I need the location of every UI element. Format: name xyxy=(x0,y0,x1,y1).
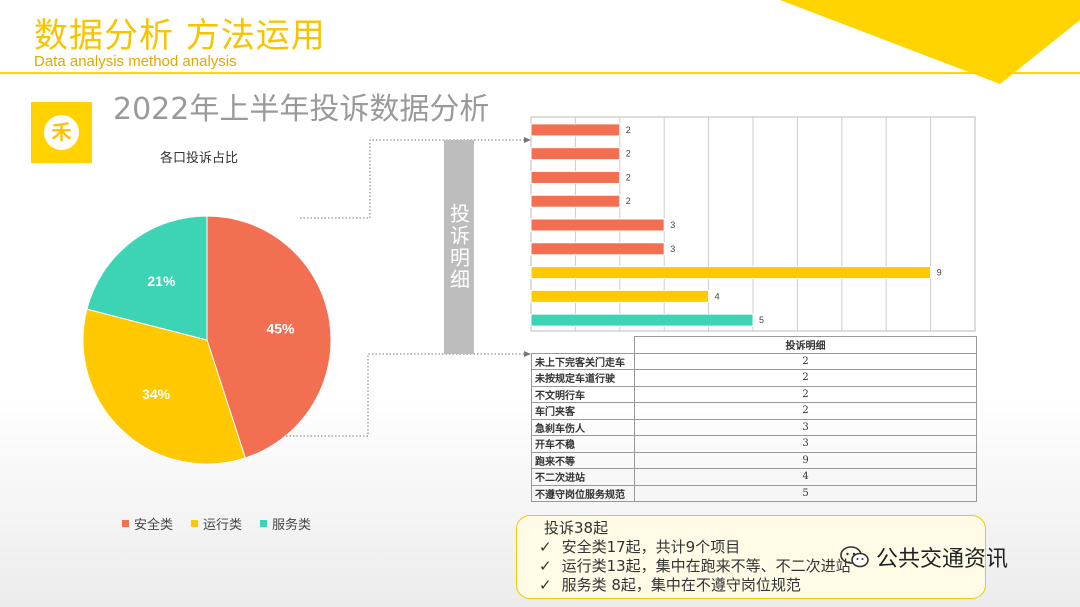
legend-swatch-operation xyxy=(191,520,199,527)
bar-value-label: 2 xyxy=(626,172,631,182)
pie-slice-safety xyxy=(206,215,332,459)
check-icon: ✓ xyxy=(539,538,552,556)
table-cell-item: 急刹车伤人 xyxy=(531,418,635,436)
summary-box: 投诉38起 ✓ 安全类17起，共计9个项目 ✓ 运行类13起，集中在跑来不等、不二次… xyxy=(516,515,986,599)
pie-label-operation: 34% xyxy=(142,386,171,402)
legend-item-service: 服务类 xyxy=(260,514,311,533)
watermark-text: 公共交通资讯 xyxy=(876,547,1009,572)
table-cell-item: 开车不稳 xyxy=(531,435,635,453)
section-title: 2022年上半年投诉数据分析 xyxy=(113,92,490,127)
page-title: 数据分析 方法运用 xyxy=(34,16,326,56)
bar-4 xyxy=(530,194,621,208)
table-cell-item: 不遵守岗位服务规范 xyxy=(531,484,635,502)
table-cell-count: 9 xyxy=(634,451,977,469)
legend-label-service: 服务类 xyxy=(272,518,312,533)
bar-value-label: 2 xyxy=(626,149,631,159)
bar-value-label: 3 xyxy=(670,220,675,230)
bar-value-label: 3 xyxy=(670,244,675,254)
pie-label-safety: 45% xyxy=(266,320,295,336)
page-subtitle: Data analysis method analysis xyxy=(34,53,237,70)
table-cell-count: 2 xyxy=(634,402,977,420)
summary-line-safety: ✓ 安全类17起，共计9个项目 xyxy=(539,536,740,557)
table-cell-count: 2 xyxy=(634,369,977,387)
bar-value-label: 2 xyxy=(626,196,631,206)
table-row: 不遵守岗位服务规范 5 xyxy=(531,484,977,502)
bar-2 xyxy=(530,147,621,161)
table-cell-item: 未按规定车道行驶 xyxy=(531,369,635,387)
legend-label-safety: 安全类 xyxy=(134,518,174,533)
bar-6 xyxy=(530,242,665,256)
check-icon: ✓ xyxy=(539,557,552,575)
table-cell-item: 不二次进站 xyxy=(531,468,635,486)
table-header: 投诉明细 xyxy=(634,336,977,354)
table-cell-count: 5 xyxy=(634,484,977,502)
bar-3 xyxy=(530,170,621,184)
table-cell-item: 未上下完客关门走车 xyxy=(531,352,635,370)
legend-swatch-safety xyxy=(122,520,129,527)
summary-line-operation: ✓ 运行类13起，集中在跑来不等、不二次进站 xyxy=(539,555,851,576)
legend-swatch-service xyxy=(260,520,268,527)
table-cell-count: 3 xyxy=(634,435,977,453)
pie-chart-title: 各口投诉占比 xyxy=(160,151,239,166)
summary-text-service: 服务类 8起，集中在不遵守岗位规范 xyxy=(561,576,801,594)
table-row: 开车不稳 3 xyxy=(531,435,977,453)
table-row: 不文明行车 2 xyxy=(531,385,977,403)
bar-5 xyxy=(530,218,665,232)
pie-label-service: 21% xyxy=(147,273,176,289)
bar-8 xyxy=(530,289,710,303)
table-row: 未按规定车道行驶 2 xyxy=(531,369,977,387)
logo-glyph: 禾 xyxy=(51,120,72,144)
table-body: 未上下完客关门走车 2 未按规定车道行驶 2 不文明行车 2 车门夹客 2 急刹车伤人 3 开车不稳… xyxy=(531,352,977,502)
summary-text-safety: 安全类17起，共计9个项目 xyxy=(561,538,741,556)
table-row: 未上下完客关门走车 2 xyxy=(531,352,977,370)
bar-value-label: 9 xyxy=(937,268,942,278)
pie-chart: 45% 34% 21% xyxy=(82,215,332,465)
watermark: 公共交通资讯 xyxy=(840,541,1008,573)
detail-label-text: 投诉明细 xyxy=(446,203,471,291)
detail-label-bar: 投诉明细 xyxy=(444,140,474,354)
table-cell-item: 跑来不等 xyxy=(531,451,635,469)
wechat-icon xyxy=(840,546,869,568)
table-row: 不二次进站 4 xyxy=(531,468,977,486)
bar-value-label: 2 xyxy=(626,125,631,135)
bar-value-label: 4 xyxy=(715,291,720,301)
corner-decoration xyxy=(780,0,1080,84)
bar-7 xyxy=(530,266,932,280)
legend-item-safety: 安全类 xyxy=(122,514,173,533)
pie-slice-service xyxy=(86,215,208,341)
logo-circle: 禾 xyxy=(44,115,79,150)
summary-line-service: ✓ 服务类 8起，集中在不遵守岗位规范 xyxy=(539,574,801,595)
legend-item-operation: 运行类 xyxy=(191,514,242,533)
summary-title: 投诉38起 xyxy=(544,519,609,537)
logo: 禾 xyxy=(31,102,92,163)
table-cell-count: 2 xyxy=(634,385,977,403)
pie-legend: 安全类 运行类 服务类 xyxy=(122,514,311,533)
legend-label-operation: 运行类 xyxy=(203,518,243,533)
table-row: 急刹车伤人 3 xyxy=(531,418,977,436)
bar-value-label: 5 xyxy=(759,315,764,325)
table-header-blank xyxy=(531,336,635,354)
bar-9 xyxy=(530,313,754,327)
check-icon: ✓ xyxy=(539,576,552,594)
table-row: 跑来不等 9 xyxy=(531,451,977,469)
detail-table: 投诉明细 未上下完客关门走车 2 未按规定车道行驶 2 不文明行车 2 车门夹客 2 急刹车伤人… xyxy=(531,336,977,502)
table-cell-count: 2 xyxy=(634,352,977,370)
table-row: 车门夹客 2 xyxy=(531,402,977,420)
table-cell-item: 车门夹客 xyxy=(531,402,635,420)
table-header-row: 投诉明细 xyxy=(531,336,977,354)
bar-1 xyxy=(530,123,621,137)
pie-slice-operation xyxy=(82,308,246,465)
header-divider xyxy=(0,72,1080,74)
table-cell-item: 不文明行车 xyxy=(531,385,635,403)
table-cell-count: 3 xyxy=(634,418,977,436)
table-cell-count: 4 xyxy=(634,468,977,486)
summary-text-operation: 运行类13起，集中在跑来不等、不二次进站 xyxy=(561,557,851,575)
